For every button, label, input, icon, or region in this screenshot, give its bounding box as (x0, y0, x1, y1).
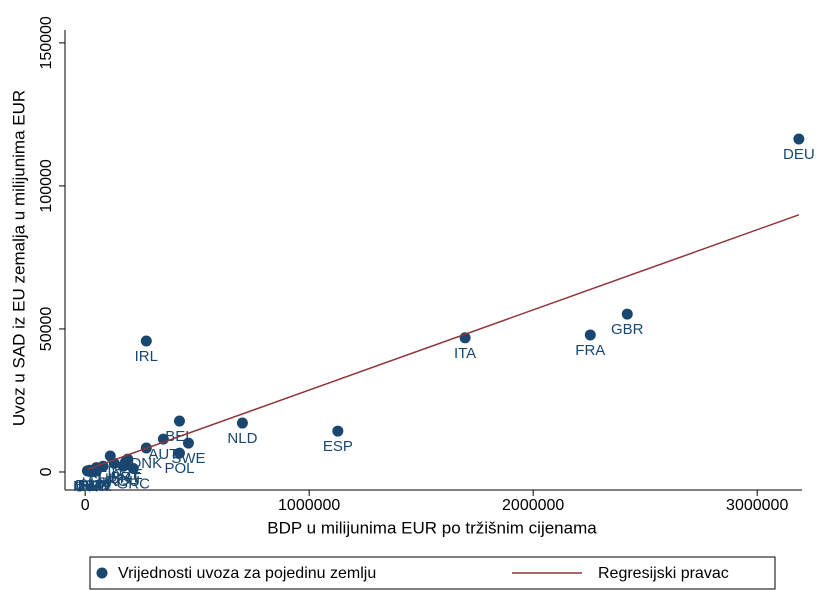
point-label: GBR (611, 321, 644, 338)
legend-label: Vrijednosti uvoza za pojedinu zemlju (118, 565, 376, 582)
point-label: MLT (73, 478, 102, 495)
point-label: EST (75, 477, 104, 494)
y-tick-label: 50000 (38, 307, 55, 352)
point-label: ROU (107, 473, 140, 490)
point-label: DEU (783, 146, 815, 163)
point-label: SVK (88, 473, 118, 490)
point-label: CYP (74, 478, 105, 495)
legend-marker (96, 567, 108, 579)
point-label: LTU (81, 478, 108, 495)
y-tick-label: 0 (38, 467, 55, 476)
x-tick-label: 3000000 (726, 497, 788, 514)
point (173, 415, 185, 427)
point-label: AUT (148, 446, 178, 463)
legend-box (89, 556, 776, 590)
point (182, 437, 194, 449)
y-axis-title: Uvoz u SAD iz EU zemalja u milijunima EU… (9, 90, 28, 426)
point-label: SVN (79, 477, 110, 494)
x-tick-label: 1000000 (278, 497, 340, 514)
point-label: ITA (454, 345, 476, 362)
point (117, 460, 129, 472)
regression-line (87, 214, 800, 471)
x-tick-label: 2000000 (502, 497, 564, 514)
point (236, 417, 248, 429)
point-label: HRV (81, 478, 112, 495)
point-label: LVA (78, 478, 104, 495)
point (793, 133, 805, 145)
y-tick-label: 100000 (38, 159, 55, 212)
point (584, 329, 596, 341)
point-label: BGR (79, 478, 112, 495)
point-label: GRC (117, 476, 151, 493)
point-label: LUX (82, 475, 111, 492)
x-tick-label: 0 (81, 497, 90, 514)
point (621, 308, 633, 320)
point (173, 447, 185, 459)
point-label: ESP (323, 438, 353, 455)
point (332, 425, 344, 437)
point-label: HUN (98, 470, 131, 487)
y-tick-label: 150000 (38, 16, 55, 69)
point (127, 463, 139, 475)
point-label: NLD (227, 430, 257, 447)
point-label: FRA (575, 342, 605, 359)
legend-label: Regresijski pravac (598, 565, 729, 582)
point-label: IRL (135, 348, 158, 365)
point (140, 335, 152, 347)
point (81, 465, 93, 477)
point-label: POL (164, 460, 194, 477)
x-axis-title: BDP u milijunima EUR po tržišnim cijenam… (267, 518, 597, 537)
